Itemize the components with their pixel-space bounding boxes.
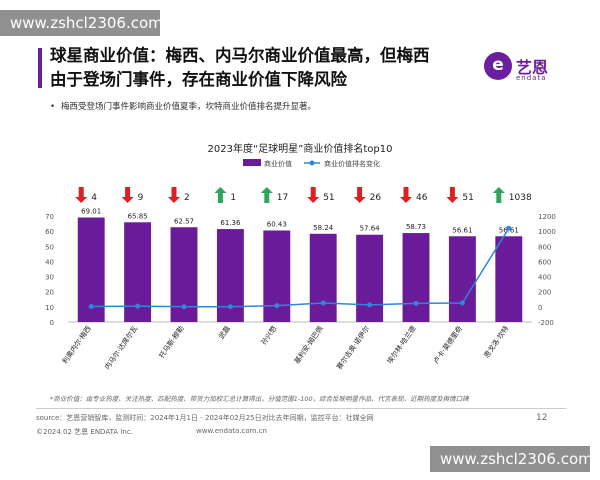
- legend-bar-label: 商业价值: [264, 159, 292, 168]
- rank-change-value: 2: [184, 193, 190, 203]
- rank-change-point: [506, 225, 512, 231]
- bar-value-label: 57.64: [360, 225, 381, 233]
- y-right-tick-label: 1200: [538, 213, 556, 221]
- y-left-tick-label: 50: [45, 243, 54, 251]
- page-title: 球星商业价值：梅西、内马尔商业价值最高，但梅西 由于登场门事件，存在商业价值下降…: [50, 44, 460, 92]
- bar: [402, 233, 430, 322]
- rank-change-line: [91, 227, 510, 308]
- bar-value-label: 56.61: [452, 226, 472, 234]
- x-tick-label: 埃尔林·哈兰德: [385, 324, 418, 365]
- rank-change-value: 4: [91, 193, 97, 203]
- y-right-tick-label: 0: [538, 304, 542, 312]
- y-right-tick-label: 600: [538, 258, 551, 266]
- y-right-tick-label: 1000: [538, 228, 556, 236]
- rank-change-value: 26: [370, 193, 382, 203]
- y-right-tick-label: 400: [538, 274, 551, 282]
- page-number: 12: [536, 413, 548, 423]
- logo-sub: endata: [516, 74, 547, 82]
- y-left-tick-label: 20: [45, 289, 54, 297]
- chart-rank-line: [88, 225, 512, 310]
- rank-change-value: 1: [230, 193, 236, 203]
- rank-down-arrow-icon: [75, 187, 88, 203]
- bar-value-label: 62.57: [174, 217, 194, 225]
- y-right-tick-label: -200: [538, 319, 554, 327]
- rank-change-value: 51: [462, 193, 473, 203]
- logo-e-icon: e: [484, 52, 512, 80]
- x-tick-label: 利奥内尔·梅西: [60, 324, 93, 365]
- legend-line-marker: [309, 160, 315, 166]
- legend-line-label: 商业价值排名变化: [324, 159, 380, 168]
- y-left-tick-label: 10: [45, 304, 54, 312]
- bar: [495, 236, 523, 322]
- legend-bar-swatch: [243, 159, 261, 166]
- bar-value-label: 60.43: [267, 220, 287, 228]
- title-line-2: 由于登场门事件，存在商业价值下降风险: [50, 70, 347, 89]
- rank-change-point: [274, 303, 280, 309]
- source-text: source：艺恩营销智库，监测时间：2024年1月1日 - 2024年02月2…: [36, 414, 374, 422]
- bar: [356, 234, 384, 322]
- bar-value-label: 58.24: [313, 224, 334, 232]
- bar-value-label: 61.36: [220, 219, 241, 227]
- brand-logo: e 艺恩 endata: [484, 52, 564, 86]
- rank-change-point: [135, 303, 141, 309]
- watermark-top: www.zshcl2306.com: [0, 10, 163, 36]
- x-tick-label: 卢卡·莫德里奇: [431, 324, 464, 365]
- logo-name: 艺恩: [516, 58, 549, 77]
- rank-change-point: [227, 304, 233, 310]
- bar-value-label: 65.85: [128, 212, 148, 220]
- y-left-tick-label: 60: [45, 228, 54, 236]
- rank-change-value: 9: [138, 193, 144, 203]
- rank-change-value: 1038: [509, 193, 532, 203]
- rank-down-arrow-icon: [400, 187, 412, 203]
- x-tick-label: 赛尔吉奥·诺伊尔: [334, 324, 371, 371]
- rank-up-arrow-icon: [260, 187, 273, 203]
- bar: [263, 230, 291, 322]
- rank-change-value: 46: [416, 193, 428, 203]
- bar: [309, 233, 337, 322]
- y-left-tick-label: 70: [45, 213, 54, 221]
- rank-down-arrow-icon: [121, 187, 134, 203]
- x-tick-label: 基利安·姆巴佩: [292, 324, 325, 365]
- rank-change-point: [459, 300, 465, 306]
- rank-change-point: [320, 300, 326, 306]
- footnote: *商业价值：由专业热度、关注热度、匹配热度、带货力加权汇总计算得出，分值范围1-…: [50, 395, 469, 403]
- title-accent-bar: [38, 48, 42, 88]
- rank-change-point: [413, 300, 419, 306]
- title-line-1: 球星商业价值：梅西、内马尔商业价值最高，但梅西: [50, 46, 430, 65]
- rank-down-arrow-icon: [353, 187, 366, 203]
- x-tick-label: 托马斯·穆勒: [157, 324, 186, 360]
- chart-legend: 商业价值 商业价值排名变化: [243, 159, 380, 168]
- x-tick-label: 武磊: [217, 324, 232, 341]
- bullet-text: 梅西受登场门事件影响商业价值夏季，坎特商业价值排名提升显著。: [50, 100, 316, 112]
- bar: [448, 236, 476, 322]
- website-link[interactable]: www.endata.com.cn: [196, 427, 267, 435]
- chart-rank-arrows: 4 9 2 1 17 51 26 46 51 1038: [75, 187, 532, 203]
- x-tick-label: 内马尔·达席尔瓦: [102, 324, 139, 371]
- y-left-tick-label: 30: [45, 274, 54, 282]
- rank-change-point: [181, 304, 187, 310]
- rank-down-arrow-icon: [168, 187, 180, 203]
- y-left-tick-label: 40: [45, 258, 54, 266]
- watermark-bottom: www.zshcl2306.com: [430, 446, 593, 472]
- bar-value-label: 69.01: [81, 207, 101, 215]
- rank-down-arrow-icon: [307, 187, 320, 203]
- y-right-tick-label: 800: [538, 243, 551, 251]
- rank-change-value: 51: [323, 193, 334, 203]
- rank-change-point: [88, 304, 94, 310]
- x-tick-label: 孙兴慜: [259, 324, 278, 346]
- y-right-tick-label: 200: [538, 289, 551, 297]
- rank-up-arrow-icon: [492, 187, 505, 203]
- copyright-text: ©2024.02 艺恩 ENDATA Inc.: [36, 428, 133, 436]
- x-tick-label: 恩戈洛·坎特: [482, 324, 511, 360]
- rank-up-arrow-icon: [214, 187, 227, 203]
- rank-down-arrow-icon: [446, 187, 459, 203]
- y-left-tick-label: 0: [50, 319, 54, 327]
- rank-change-value: 17: [277, 193, 288, 203]
- rank-change-point: [367, 302, 373, 308]
- chart-title: 2023年度“足球明星”商业价值排名top10: [208, 142, 393, 155]
- bar-value-label: 58.73: [406, 223, 426, 231]
- footer-divider: [36, 408, 566, 409]
- chart-axes: 0 10 20 30 40 50 60 70 -200 0 200 400 600 800 1000 1200…: [45, 213, 556, 371]
